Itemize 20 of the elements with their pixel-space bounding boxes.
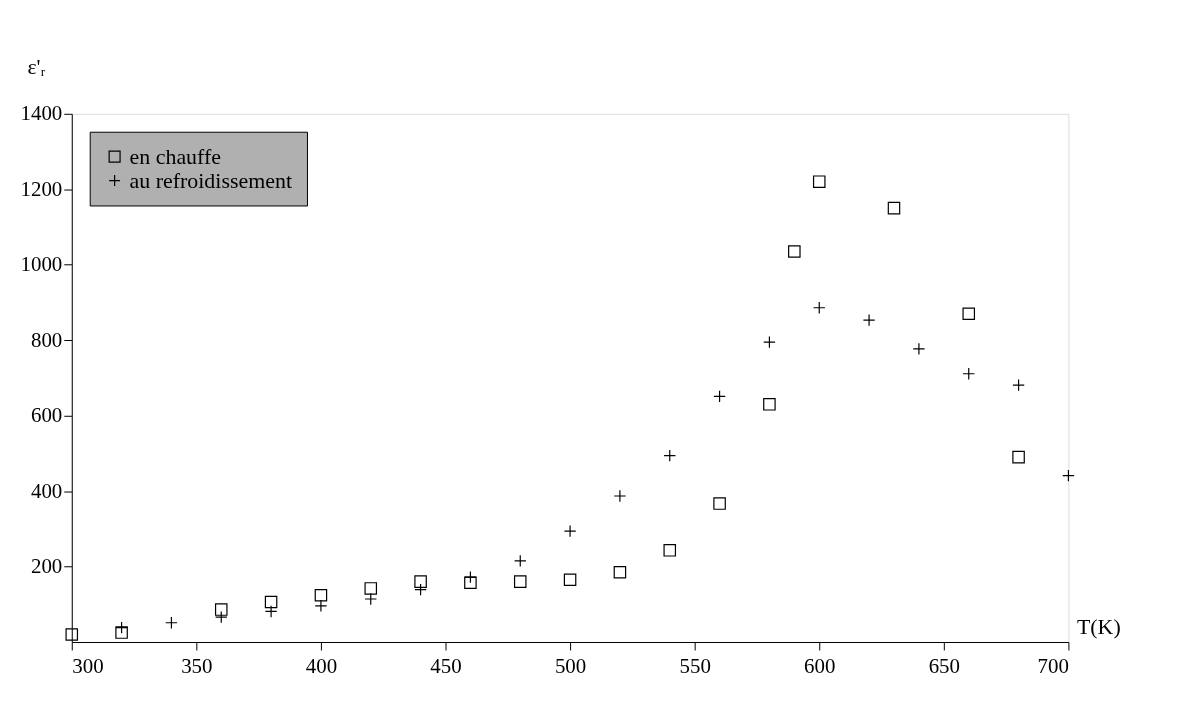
x-tick-label: 600 [804, 654, 836, 679]
y-tick-label: 800 [30, 327, 63, 352]
x-tick-label: 300 [72, 654, 104, 679]
x-tick-label: 400 [305, 654, 338, 679]
x-tick-label: 350 [181, 654, 213, 679]
legend-label: en chauffe [129, 143, 221, 169]
legend-label: au refroidissement [129, 167, 292, 193]
x-tick-label: 500 [554, 654, 587, 679]
y-tick-label: 1200 [20, 176, 63, 201]
x-tick-label: 550 [679, 654, 711, 679]
y-tick-label: 1000 [20, 252, 63, 277]
x-tick-label: 700 [1037, 654, 1069, 679]
y-tick-label: 1400 [20, 101, 63, 126]
y-tick-label: 600 [30, 403, 63, 428]
y-tick-label: 200 [30, 554, 63, 579]
y-tick-label: 400 [30, 478, 63, 503]
x-tick-label: 650 [928, 654, 961, 679]
x-tick-label: 450 [430, 654, 462, 679]
x-axis-title: T(K) [1076, 613, 1121, 639]
y-axis-title: ε'ᵣ [27, 54, 46, 80]
